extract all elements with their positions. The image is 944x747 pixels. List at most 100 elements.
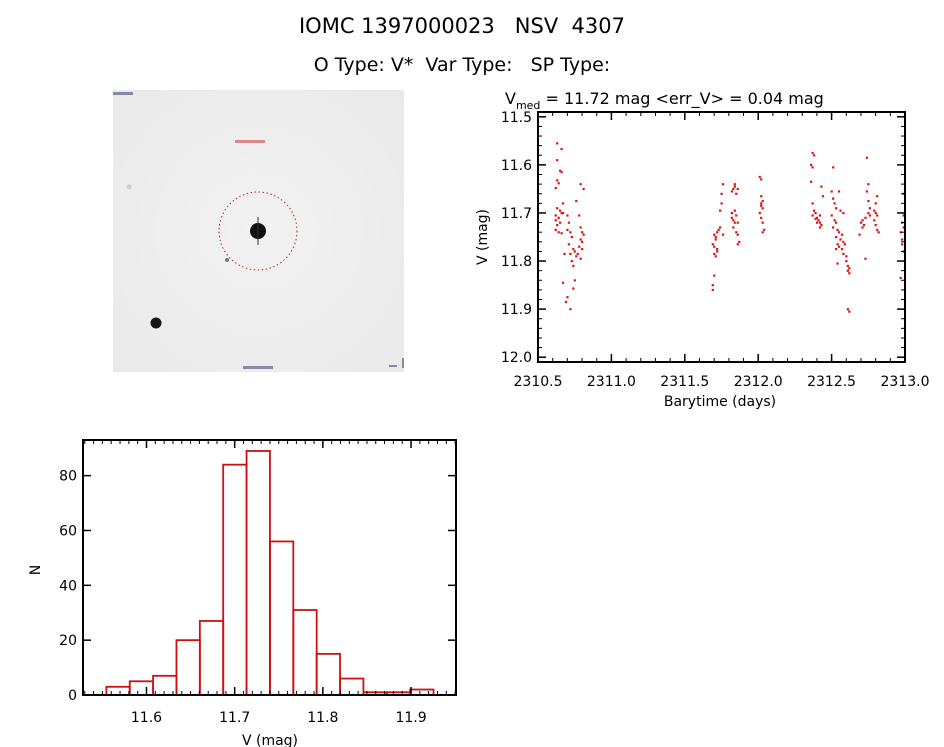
data-point: [557, 182, 560, 185]
data-point: [570, 236, 573, 239]
data-point: [835, 207, 838, 210]
data-point: [763, 228, 766, 231]
data-point: [557, 216, 560, 219]
data-point: [874, 223, 877, 227]
data-point: [848, 272, 851, 275]
data-point: [811, 151, 814, 155]
field-star: [150, 317, 162, 329]
data-point: [711, 284, 714, 287]
data-point: [567, 243, 571, 246]
data-point: [732, 226, 735, 229]
data-point: [719, 209, 722, 212]
data-point: [572, 287, 575, 290]
data-point: [713, 252, 716, 256]
data-point: [714, 236, 717, 239]
histogram-bar: [292, 609, 318, 696]
data-point: [732, 219, 735, 222]
data-point: [556, 179, 559, 182]
data-point: [846, 264, 849, 268]
data-point: [901, 238, 904, 241]
field-star: [225, 258, 229, 262]
data-point: [842, 240, 845, 244]
finder-chart-image: [113, 90, 404, 372]
data-point: [899, 276, 902, 280]
data-point: [713, 274, 716, 277]
plot-frame: [537, 111, 906, 363]
data-point: [572, 264, 575, 268]
x-tick-label: 11.6: [131, 710, 162, 726]
data-point: [859, 221, 863, 224]
data-point: [836, 243, 839, 246]
data-point: [760, 202, 763, 205]
data-point: [556, 159, 559, 162]
data-point: [554, 219, 557, 222]
y-axis-label: N: [28, 565, 44, 575]
histogram-bar: [339, 677, 365, 696]
data-point: [810, 163, 813, 167]
data-point: [579, 183, 582, 186]
data-point: [581, 240, 584, 244]
data-point: [736, 187, 739, 191]
data-point: [874, 202, 877, 205]
data-point: [733, 209, 736, 212]
data-point: [559, 209, 562, 212]
data-point: [557, 231, 560, 234]
x-tick-label: 11.7: [219, 710, 250, 726]
x-tick-label: 2311.0: [587, 374, 636, 390]
title-rest: = 11.72 mag <err_V> = 0.04 mag: [540, 89, 823, 109]
data-point: [840, 248, 844, 251]
data-point: [833, 219, 836, 222]
data-point: [815, 216, 819, 219]
data-point: [811, 214, 814, 217]
data-point: [733, 183, 736, 186]
data-point: [713, 245, 716, 248]
data-point: [716, 248, 719, 251]
finder-chart-svg: [113, 92, 404, 369]
data-point: [579, 257, 582, 260]
histogram-bar: [315, 652, 341, 696]
data-point: [730, 190, 733, 193]
histogram-bar: [269, 540, 295, 696]
data-point: [877, 231, 880, 234]
data-point: [721, 183, 725, 186]
data-point: [846, 269, 849, 272]
data-point: [846, 308, 849, 311]
star-identifier-title: IOMC 1397000023 NSV 4307: [298, 14, 625, 38]
data-point: [735, 231, 738, 234]
data-point: [876, 195, 879, 198]
data-point: [581, 248, 584, 251]
data-point: [873, 219, 876, 222]
data-point: [842, 211, 845, 215]
data-point: [761, 207, 764, 210]
data-point: [554, 214, 557, 217]
data-point: [760, 178, 763, 181]
x-tick-label: 2312.0: [734, 374, 783, 390]
data-point: [575, 199, 578, 203]
data-point: [560, 232, 563, 235]
data-point: [836, 228, 839, 231]
data-point: [832, 166, 835, 169]
data-point: [573, 250, 576, 253]
y-tick-label: 11.5: [501, 110, 532, 126]
data-point: [556, 142, 559, 145]
data-point: [716, 231, 719, 234]
data-point: [711, 243, 714, 246]
histogram-bar: [175, 639, 201, 696]
data-point: [556, 207, 559, 210]
data-point: [758, 175, 761, 179]
data-point: [867, 211, 870, 215]
data-point: [861, 226, 864, 229]
data-point: [566, 214, 569, 217]
data-point: [832, 197, 835, 200]
title-subscript: med: [516, 99, 540, 112]
data-point: [733, 185, 736, 188]
data-point: [858, 233, 861, 236]
histogram-plot: 11.6 11.7 11.8 11.9 0 20 40 60 80 V (mag) N: [28, 439, 457, 747]
data-point: [818, 226, 822, 229]
data-point: [817, 219, 820, 222]
data-point: [554, 228, 557, 231]
data-point: [902, 226, 905, 229]
data-point: [561, 202, 565, 205]
data-point: [845, 255, 848, 258]
